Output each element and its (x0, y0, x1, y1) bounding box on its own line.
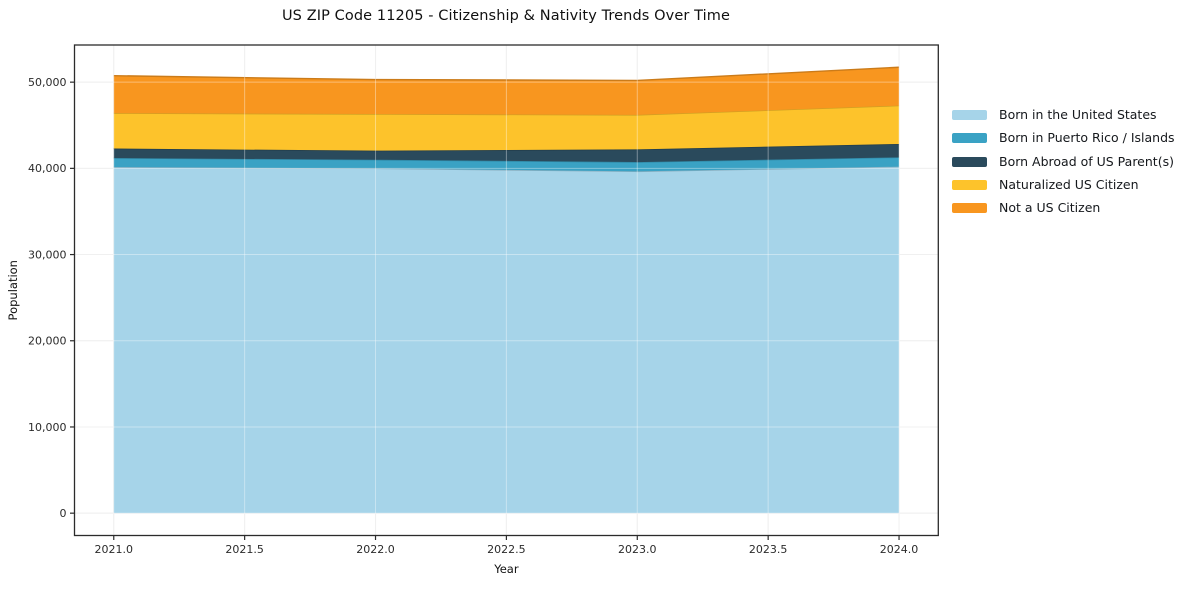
chart-title: US ZIP Code 11205 - Citizenship & Nativi… (281, 8, 731, 24)
x-tick-label: 2021.5 (225, 543, 264, 556)
legend-item-born-in-puerto-rico-islands: Born in Puerto Rico / Islands (952, 131, 1175, 145)
legend-swatch-icon (952, 203, 987, 214)
area-born-in-the-united-states (113, 166, 900, 514)
x-tick-label: 2023.5 (749, 543, 788, 556)
x-tick-label: 2021.0 (95, 543, 134, 556)
legend-item-label: Born Abroad of US Parent(s) (999, 153, 1174, 169)
y-tick-label: 50,000 (28, 76, 67, 89)
legend-item-label: Naturalized US Citizen (999, 176, 1139, 192)
y-tick-label: 0 (60, 507, 67, 520)
x-axis-label: Year (493, 562, 519, 576)
area-born-in-puerto-rico-islands (113, 157, 900, 172)
legend: Born in the United States Born in Puerto … (952, 108, 1175, 224)
legend-item-naturalized-us-citizen: Naturalized US Citizen (952, 176, 1175, 192)
x-tick-label: 2023.0 (618, 543, 657, 556)
legend-item-label: Not a US Citizen (999, 200, 1101, 216)
legend-swatch-icon (952, 133, 987, 144)
legend-item-label: Born in Puerto Rico / Islands (999, 130, 1175, 146)
legend-item-label: Born in the United States (999, 107, 1157, 122)
legend-swatch-icon (952, 179, 987, 190)
area-edge-not-a-us-citizen (113, 66, 900, 82)
x-tick-label: 2024.0 (880, 543, 919, 556)
y-tick-label: 20,000 (28, 335, 67, 348)
y-tick-label: 30,000 (28, 248, 67, 261)
y-axis-label: Population (6, 260, 20, 320)
x-tick-label: 2022.0 (356, 543, 395, 556)
area-naturalized-us-citizen (113, 105, 900, 151)
y-tick-label: 40,000 (28, 162, 67, 175)
legend-item-born-abroad-of-us-parent-s: Born Abroad of US Parent(s) (952, 153, 1175, 169)
legend-item-born-in-the-united-states: Born in the United States (952, 108, 1175, 122)
legend-swatch-icon (952, 110, 987, 120)
legend-swatch-icon (952, 156, 987, 167)
x-tick-label: 2022.5 (487, 543, 526, 556)
legend-item-not-a-us-citizen: Not a US Citizen (952, 201, 1175, 215)
y-tick-label: 10,000 (28, 421, 67, 434)
